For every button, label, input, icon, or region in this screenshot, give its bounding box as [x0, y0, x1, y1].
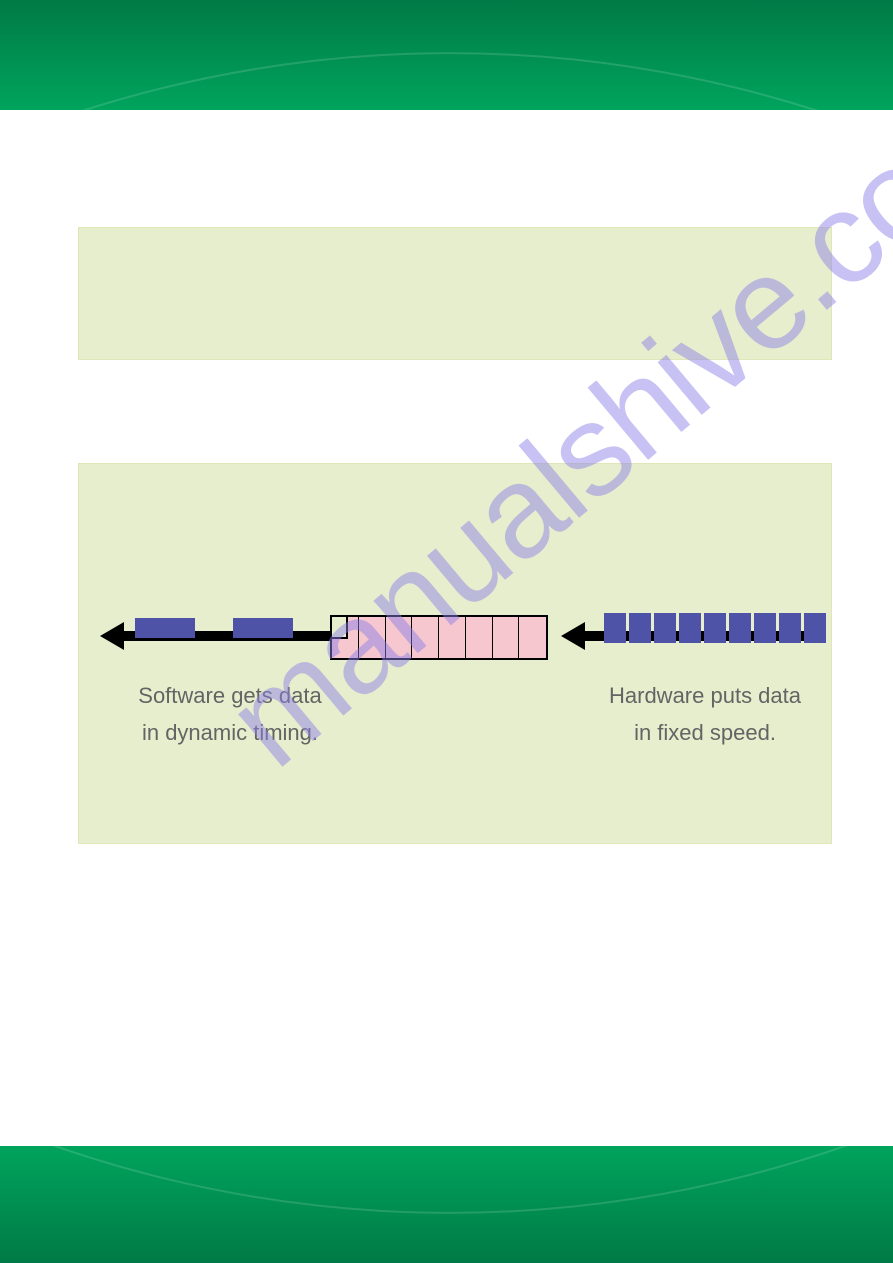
bottom-banner-svg: [0, 1146, 893, 1263]
bottom-banner: [0, 1146, 893, 1263]
hardware-packet: [729, 613, 751, 643]
hardware-packet: [604, 613, 626, 643]
right-arrow-head-icon: [561, 622, 585, 650]
hardware-packets: [604, 613, 829, 643]
hardware-packet: [754, 613, 776, 643]
buffer-empty-notch: [332, 617, 348, 639]
software-packet: [135, 618, 195, 638]
hardware-packet: [654, 613, 676, 643]
hardware-packet: [629, 613, 651, 643]
page-root: Software gets data in dynamic timing. Ha…: [0, 0, 893, 1263]
label-hardware-line1: Hardware puts data: [609, 683, 801, 708]
label-hardware: Hardware puts data in fixed speed.: [585, 677, 825, 752]
hardware-packet: [679, 613, 701, 643]
buffer: [330, 615, 548, 660]
left-arrow-head-icon: [100, 622, 124, 650]
buffer-cells: [332, 617, 546, 658]
hardware-packet: [779, 613, 801, 643]
software-packet: [233, 618, 293, 638]
label-hardware-line2: in fixed speed.: [634, 720, 776, 745]
label-software-line2: in dynamic timing.: [142, 720, 318, 745]
hardware-packet: [804, 613, 826, 643]
label-software-line1: Software gets data: [138, 683, 321, 708]
label-software: Software gets data in dynamic timing.: [105, 677, 355, 752]
diagram: Software gets data in dynamic timing. Ha…: [0, 0, 893, 900]
hardware-packet: [704, 613, 726, 643]
